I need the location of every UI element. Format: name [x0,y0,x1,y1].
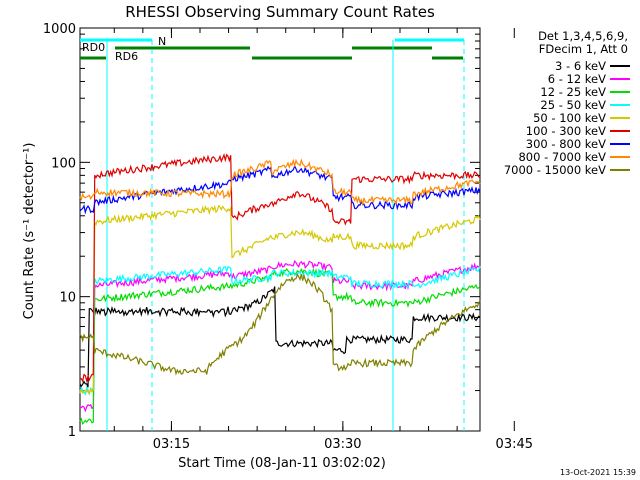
attenuator-n-label: N [158,35,166,48]
rd0-label: RD0 [82,41,105,54]
legend-header-decimation: FDecim 1, Att 0 [539,42,628,56]
legend-label-3: 12 - 25 keV [540,85,606,99]
footer-timestamp: 13-Oct-2021 15:39 [560,468,636,477]
x-tick-label: 03:45 [496,437,533,452]
series-line-3 [79,267,481,426]
series-line-2 [79,259,481,413]
series-line-9 [79,272,481,376]
x-tick-label: 03:15 [153,437,190,452]
legend-header-detectors: Det 1,3,4,5,6,9, [538,29,628,43]
legend-label-8: 800 - 7000 keV [518,150,606,164]
y-tick-label: 1000 [43,22,76,37]
chart-title: RHESSI Observing Summary Count Rates [125,3,435,21]
legend-label-2: 6 - 12 keV [548,72,606,86]
legend-label-1: 3 - 6 keV [555,59,606,73]
y-tick-label: 1 [68,425,76,440]
legend-label-9: 7000 - 15000 keV [504,163,606,177]
plot-frame [79,27,481,432]
series-line-5 [79,204,481,396]
legend-label-5: 50 - 100 keV [533,111,606,125]
series-line-6 [79,153,481,383]
series-line-1 [79,286,481,388]
series-line-7 [79,164,481,215]
legend-label-6: 100 - 300 keV [526,124,606,138]
y-tick-label: 100 [51,156,76,171]
legend-label-4: 25 - 50 keV [540,98,606,112]
plot-area: 110100100003:1503:3003:4504:0004:1504:30… [43,22,630,452]
series-line-4 [79,265,481,396]
x-tick-label: 03:30 [324,437,361,452]
y-tick-label: 10 [59,291,76,306]
series-line-8 [79,158,481,207]
rd6-label: RD6 [115,50,138,63]
legend-label-7: 300 - 800 keV [526,137,606,151]
y-axis-label: Count Rate (s⁻¹ detector⁻¹) [22,143,37,320]
x-axis-label: Start Time (08-Jan-11 03:02:02) [178,456,386,471]
